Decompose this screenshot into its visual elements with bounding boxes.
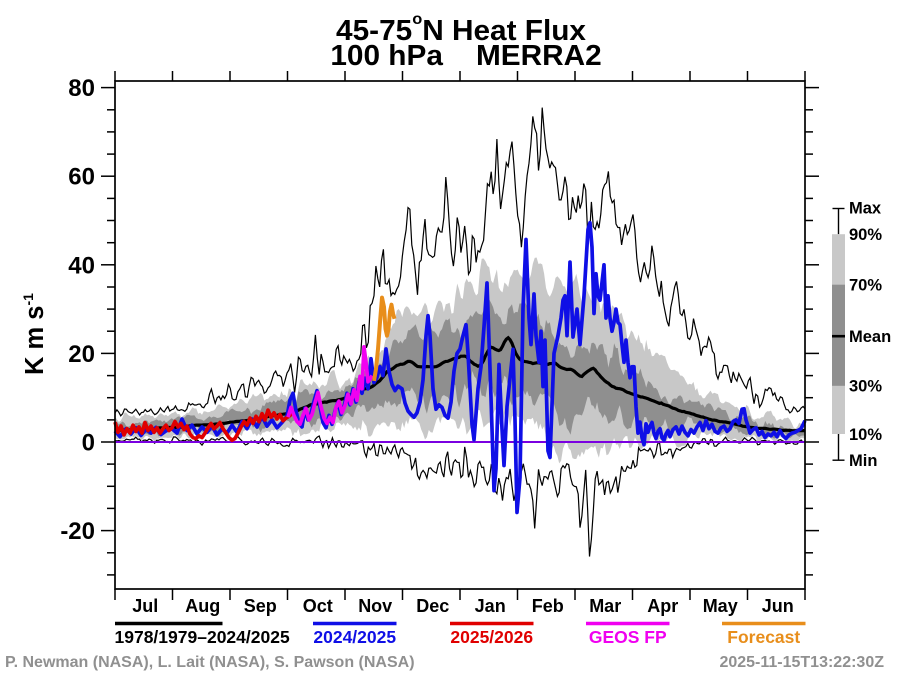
- svg-text:2025/2026: 2025/2026: [450, 627, 533, 647]
- svg-text:Mar: Mar: [589, 596, 621, 616]
- svg-text:P. Newman (NASA), L. Lait (NAS: P. Newman (NASA), L. Lait (NASA), S. Paw…: [5, 654, 415, 671]
- svg-text:Oct: Oct: [303, 596, 333, 616]
- svg-text:Dec: Dec: [416, 596, 449, 616]
- svg-text:45-75oN Heat Flux: 45-75oN Heat Flux: [336, 10, 587, 47]
- svg-text:Feb: Feb: [532, 596, 564, 616]
- svg-text:2025-11-15T13:22:30Z: 2025-11-15T13:22:30Z: [719, 654, 884, 671]
- svg-text:Jul: Jul: [132, 596, 158, 616]
- svg-text:Forecast: Forecast: [727, 627, 800, 647]
- svg-text:Jan: Jan: [475, 596, 506, 616]
- svg-text:Jun: Jun: [762, 596, 794, 616]
- svg-text:Apr: Apr: [647, 596, 678, 616]
- svg-text:0: 0: [82, 430, 95, 457]
- svg-text:GEOS FP: GEOS FP: [589, 627, 667, 647]
- svg-text:K m s-1: K m s-1: [20, 293, 49, 375]
- svg-text:-20: -20: [60, 518, 95, 545]
- svg-text:2024/2025: 2024/2025: [313, 627, 396, 647]
- svg-text:20: 20: [68, 341, 95, 368]
- svg-text:Aug: Aug: [185, 596, 220, 616]
- svg-text:90%: 90%: [849, 226, 882, 244]
- svg-text:Nov: Nov: [358, 596, 392, 616]
- svg-text:40: 40: [68, 252, 95, 279]
- svg-text:Min: Min: [849, 452, 877, 470]
- svg-text:70%: 70%: [849, 277, 882, 295]
- svg-text:80: 80: [68, 75, 95, 102]
- svg-text:100 hPa MERRA2: 100 hPa MERRA2: [330, 39, 601, 72]
- svg-text:Max: Max: [849, 200, 882, 218]
- svg-text:30%: 30%: [849, 378, 882, 396]
- svg-text:Sep: Sep: [244, 596, 277, 616]
- svg-text:May: May: [703, 596, 738, 616]
- svg-text:Mean: Mean: [849, 328, 891, 346]
- svg-text:1978/1979–2024/2025: 1978/1979–2024/2025: [115, 627, 290, 647]
- svg-text:60: 60: [68, 164, 95, 191]
- svg-text:10%: 10%: [849, 426, 882, 444]
